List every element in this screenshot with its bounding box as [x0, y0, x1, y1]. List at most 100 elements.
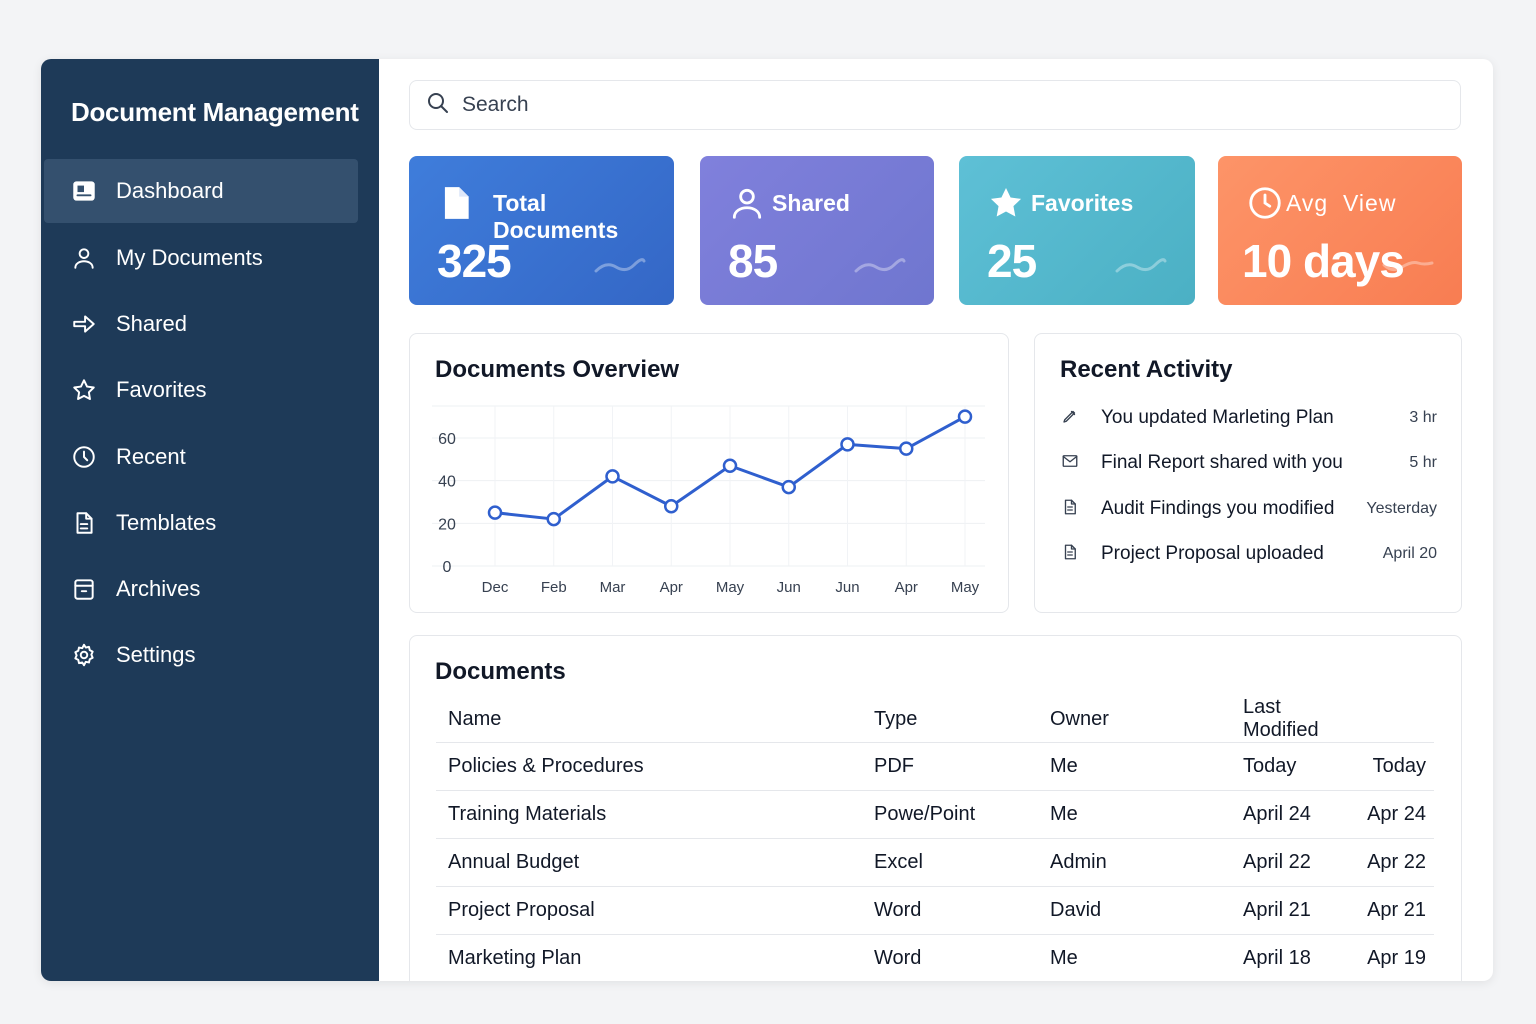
doc-name: Training Materials — [436, 790, 862, 839]
stat-label: Favorites — [1031, 190, 1134, 216]
sidebar-item-label: Settings — [116, 642, 196, 667]
y-tick-label: 20 — [438, 516, 456, 533]
documents-title: Documents — [435, 658, 566, 685]
doc-owner: David — [1038, 886, 1231, 935]
sidebar-item-label: Temblates — [116, 510, 217, 535]
stat-card-avg-view[interactable]: Avg View 10 days — [1218, 156, 1462, 305]
doc-name: Policies & Procedures — [436, 742, 862, 791]
sidebar-item-favorites[interactable]: Favorites — [44, 358, 358, 422]
table-row[interactable]: Training Materials Powe/Point Me April 24 Ap… — [436, 790, 1434, 839]
table-row[interactable]: Annual Budget Excel Admin April 22 Apr 22 — [436, 838, 1434, 887]
x-tick-label: May — [951, 579, 980, 596]
table-row[interactable]: Marketing Plan Word Me April 18 Apr 19 — [436, 934, 1434, 981]
stat-value: 25 — [987, 235, 1037, 287]
doc-last-modified: April 21 — [1231, 886, 1351, 935]
y-tick-label: 60 — [438, 431, 456, 448]
doc-owner: Admin — [1038, 838, 1231, 887]
x-tick-label: Apr — [895, 579, 918, 596]
sidebar-item-label: Favorites — [116, 377, 207, 402]
column-header-last-modified[interactable]: Last Modified — [1243, 696, 1319, 741]
doc-type: Word — [862, 934, 1038, 981]
sparkline-icon — [1115, 258, 1167, 273]
sidebar-item-archives[interactable]: Archives — [44, 557, 358, 621]
stat-value: 325 — [437, 235, 512, 287]
activity-text: Audit Findings you modified — [1101, 498, 1335, 519]
document-icon — [70, 509, 98, 537]
sidebar-item-label: Recent — [116, 444, 186, 469]
sidebar-item-settings[interactable]: Settings — [44, 623, 358, 687]
document-icon — [1061, 543, 1083, 565]
stat-label: Total Documents — [493, 190, 619, 243]
doc-last-modified: Today — [1231, 742, 1351, 791]
x-tick-label: Jun — [835, 579, 859, 596]
data-point — [957, 409, 973, 424]
x-tick-label: May — [716, 579, 745, 596]
sidebar-item-label: My Documents — [116, 245, 263, 270]
sidebar-item-dashboard[interactable]: Dashboard — [44, 159, 358, 223]
data-point — [605, 469, 620, 484]
sidebar-item-templates[interactable]: Temblates — [44, 491, 358, 555]
doc-name: Project Proposal — [436, 886, 862, 935]
activity-item[interactable]: You updated Marleting Plan 3 hr — [1061, 403, 1437, 433]
activity-item[interactable]: Final Report shared with you 5 hr — [1061, 448, 1437, 478]
doc-type: PDF — [862, 742, 1038, 791]
clock-icon — [70, 443, 98, 471]
file-icon — [444, 187, 469, 219]
column-header-owner[interactable]: Owner — [1050, 707, 1109, 730]
data-point — [487, 505, 503, 520]
sidebar-item-label: Dashboard — [116, 178, 224, 203]
x-tick-label: Apr — [660, 579, 683, 596]
doc-owner: Me — [1038, 790, 1231, 839]
stat-value: 10 days — [1242, 235, 1405, 287]
data-point — [546, 511, 561, 527]
sidebar-item-shared[interactable]: Shared — [44, 292, 358, 356]
table-row[interactable]: Policies & Procedures PDF Me Today Today — [436, 742, 1434, 791]
column-header-name[interactable]: Name — [448, 707, 502, 730]
x-tick-label: Dec — [482, 579, 509, 596]
search-input[interactable] — [462, 93, 1362, 117]
stat-card-shared[interactable]: Shared 85 — [700, 156, 934, 305]
activity-time: Yesterday — [1366, 500, 1437, 517]
doc-owner: Me — [1038, 742, 1231, 791]
search-icon — [426, 91, 450, 120]
doc-owner: Me — [1038, 934, 1231, 981]
stat-label: Shared — [772, 190, 850, 216]
doc-type: Excel — [862, 838, 1038, 887]
sidebar-item-label: Shared — [116, 311, 187, 336]
doc-type: Powe/Point — [862, 790, 1038, 839]
user-icon — [732, 188, 762, 219]
doc-last-modified: April 22 — [1231, 838, 1351, 887]
doc-type: Word — [862, 886, 1038, 935]
sidebar-item-my-documents[interactable]: My Documents — [44, 226, 358, 290]
x-tick-label: Jun — [777, 579, 801, 596]
activity-time: 3 hr — [1409, 409, 1437, 426]
sparkline-icon — [854, 258, 906, 273]
dashboard-icon — [70, 177, 98, 205]
document-icon — [1061, 498, 1083, 520]
clock-icon — [1249, 187, 1281, 219]
column-header-extra — [1351, 696, 1434, 743]
activity-item[interactable]: Project Proposal uploaded April 20 — [1061, 539, 1437, 569]
documents-card: Documents Name Type Owner Last Modified … — [409, 635, 1462, 981]
table-header-row: Name Type Owner Last Modified — [436, 696, 1434, 743]
sidebar-item-recent[interactable]: Recent — [44, 425, 358, 489]
search-bar[interactable] — [409, 80, 1461, 130]
activity-time: April 20 — [1382, 545, 1437, 562]
column-header-type[interactable]: Type — [874, 707, 918, 730]
doc-name: Marketing Plan — [436, 934, 862, 981]
table-row[interactable]: Project Proposal Word David April 21 Apr 21 — [436, 886, 1434, 935]
activity-text: Final Report shared with you — [1101, 452, 1343, 473]
doc-date: Apr 22 — [1351, 838, 1434, 887]
stat-card-total-documents[interactable]: Total Documents 325 — [409, 156, 674, 305]
activity-text: Project Proposal uploaded — [1101, 543, 1324, 564]
doc-last-modified: April 24 — [1231, 790, 1351, 839]
line-chart: 60 40 20 0 Dec Feb Mar Apr May Jun Jun Apr May — [432, 405, 985, 596]
stat-card-favorites[interactable]: Favorites 25 — [959, 156, 1195, 305]
activity-item[interactable]: Audit Findings you modified Yesterday — [1061, 494, 1437, 524]
x-tick-label: Feb — [541, 579, 567, 596]
data-point — [840, 437, 855, 452]
activity-title: Recent Activity — [1060, 356, 1233, 383]
app-title: Document Management — [71, 97, 359, 127]
activity-text: You updated Marleting Plan — [1101, 407, 1334, 428]
x-tick-label: Mar — [600, 579, 626, 596]
